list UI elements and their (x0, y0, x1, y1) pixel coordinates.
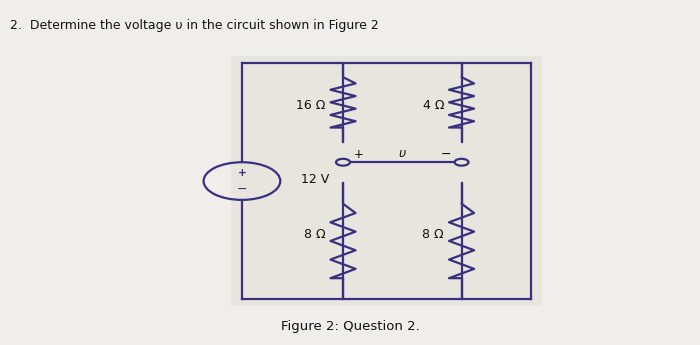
Text: −: − (237, 183, 247, 196)
Text: −: − (441, 148, 452, 161)
Text: +: + (354, 148, 363, 161)
Bar (232, 56, 542, 306)
Text: 8 Ω: 8 Ω (304, 228, 326, 240)
Text: 16 Ω: 16 Ω (296, 99, 326, 112)
Text: 4 Ω: 4 Ω (423, 99, 444, 112)
Circle shape (336, 159, 350, 166)
Text: 2.  Determine the voltage υ in the circuit shown in Figure 2: 2. Determine the voltage υ in the circui… (10, 19, 379, 32)
Circle shape (454, 159, 468, 166)
Text: Figure 2: Question 2.: Figure 2: Question 2. (281, 321, 419, 333)
Text: 8 Ω: 8 Ω (423, 228, 444, 240)
Text: 12 V: 12 V (301, 173, 330, 186)
Text: υ: υ (399, 147, 406, 160)
Text: +: + (237, 168, 246, 178)
